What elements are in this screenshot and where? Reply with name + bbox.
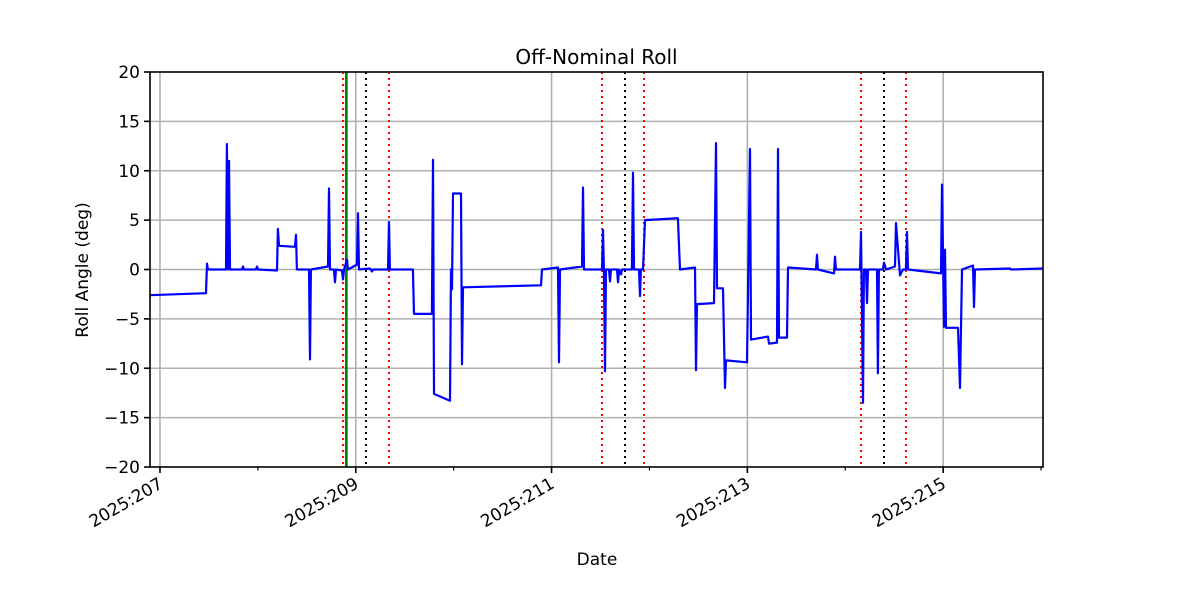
y-tick-label: 0 <box>129 261 140 281</box>
x-tick-label: 2025:213 <box>673 474 754 532</box>
y-tick-label: 20 <box>118 63 140 83</box>
y-tick-label: −20 <box>104 458 140 478</box>
x-axis-label: Date <box>577 550 618 570</box>
x-tick-label: 2025:211 <box>478 474 559 532</box>
x-tick-label: 2025:215 <box>869 474 950 532</box>
x-tick-label: 2025:207 <box>86 474 167 532</box>
y-tick-label: 5 <box>129 211 140 231</box>
series-line-roll <box>149 142 1044 404</box>
y-tick-label: −10 <box>104 359 140 379</box>
y-tick-label: −5 <box>115 310 140 330</box>
ticks: 2025:207 2025:209 2025:211 2025:213 2025:215… <box>86 63 1042 532</box>
y-tick-label: −15 <box>104 409 140 429</box>
chart-title: Off-Nominal Roll <box>515 45 677 69</box>
y-tick-label: 10 <box>118 162 140 182</box>
y-axis-label: Roll Angle (deg) <box>73 202 93 337</box>
y-tick-label: 15 <box>118 112 140 132</box>
x-tick-label: 2025:209 <box>282 474 363 532</box>
event-lines <box>341 72 907 467</box>
series <box>149 142 1044 404</box>
